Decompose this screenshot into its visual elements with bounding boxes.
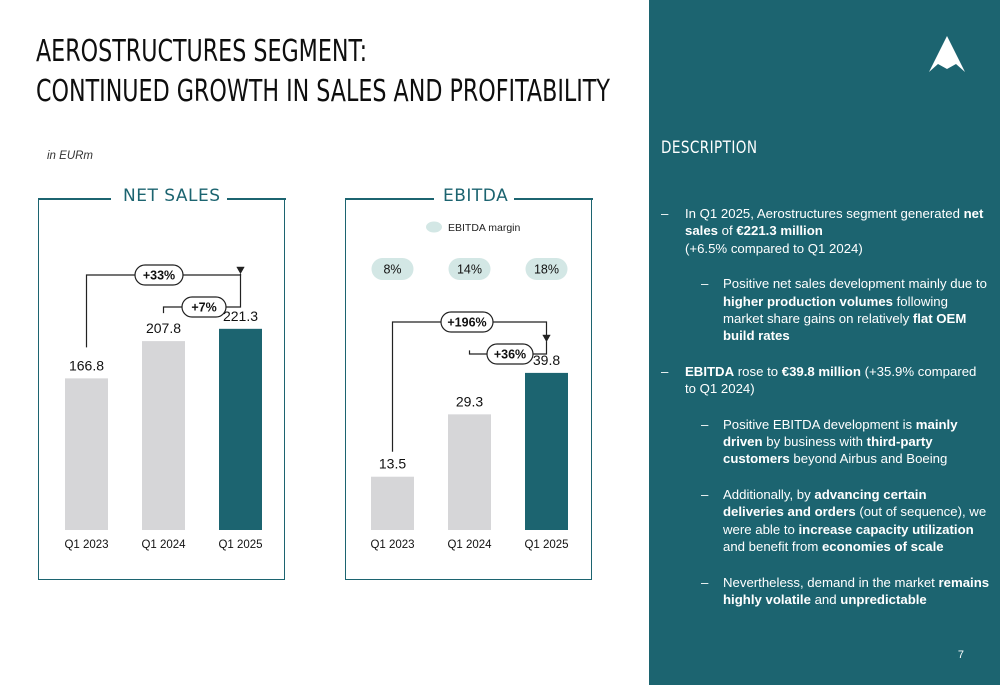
category-label-2: Q1 2025 bbox=[218, 539, 262, 551]
value-label-0: 13.5 bbox=[379, 456, 406, 472]
value-label-2: 39.8 bbox=[533, 352, 560, 368]
net-sales-plot: 166.8 Q1 2023 207.8 Q1 2024 221.3 Q1 2025 +33%… bbox=[64, 264, 263, 551]
bullet-deliveries: – Additionally, by advancing certain deli… bbox=[701, 486, 987, 555]
growth-pill-0 bbox=[440, 311, 494, 333]
growth-pill-0 bbox=[134, 264, 184, 286]
arrow-logo-icon bbox=[929, 36, 965, 72]
title-line-2: CONTINUED GROWTH IN SALES AND PROFITABIL… bbox=[36, 74, 610, 109]
growth-arrowhead-1 bbox=[236, 266, 245, 274]
ebitda-heading: EBITDA bbox=[437, 186, 515, 206]
value-label-0: 166.8 bbox=[69, 357, 104, 373]
margin-pill-0 bbox=[371, 258, 414, 280]
ebitda-chart: 13.5 Q1 2023 29.3 Q1 2024 39.8 Q1 2025 +196% +3… bbox=[345, 198, 593, 580]
growth-arrowhead-1 bbox=[542, 334, 551, 342]
category-label-2: Q1 2025 bbox=[524, 539, 568, 551]
bullet-ebitda-driver: – Positive EBITDA development is mainly d… bbox=[701, 416, 958, 467]
net-sales-frame-right bbox=[207, 198, 286, 200]
description-heading: DESCRIPTION bbox=[661, 138, 758, 158]
bullet-demand: – Nevertheless, demand in the market rema… bbox=[701, 574, 990, 607]
bullet-net-sales-driver: – Positive net sales development mainly d… bbox=[701, 276, 987, 344]
page-title: AEROSTRUCTURES SEGMENT: CONTINUED GROWTH… bbox=[36, 32, 610, 112]
bar-1 bbox=[142, 341, 185, 530]
margin-pill-2 bbox=[525, 258, 568, 280]
bar-0 bbox=[371, 476, 414, 530]
margin-label-0: 8% bbox=[383, 263, 401, 277]
value-label-1: 207.8 bbox=[146, 320, 181, 336]
legend-swatch bbox=[426, 221, 442, 233]
margin-label-1: 14% bbox=[457, 263, 482, 277]
margin-pill-1 bbox=[448, 258, 491, 280]
margin-label-2: 18% bbox=[534, 263, 559, 277]
bar-1 bbox=[448, 414, 491, 530]
growth-label-0: +196% bbox=[447, 316, 486, 330]
net-sales-heading: NET SALES bbox=[117, 186, 227, 206]
ebitda-frame-left bbox=[346, 198, 434, 200]
bullet-ebitda: – EBITDA rose to €39.8 million (+35.9% co… bbox=[661, 363, 977, 397]
net-sales-chart: 166.8 Q1 2023 207.8 Q1 2024 221.3 Q1 2025 +33%… bbox=[38, 198, 286, 580]
title-line-1: AEROSTRUCTURES SEGMENT: bbox=[36, 34, 368, 69]
value-label-1: 29.3 bbox=[456, 393, 483, 409]
growth-pill-1 bbox=[486, 343, 534, 365]
bar-2 bbox=[525, 372, 568, 530]
unit-label: in EURm bbox=[47, 150, 94, 162]
net-sales-frame-left bbox=[39, 198, 111, 200]
growth-pill-1 bbox=[181, 296, 227, 318]
growth-label-1: +36% bbox=[494, 348, 526, 362]
growth-label-1: +7% bbox=[191, 301, 216, 315]
category-label-1: Q1 2024 bbox=[141, 539, 186, 551]
bar-2 bbox=[219, 328, 262, 530]
page-number: 7 bbox=[957, 649, 964, 661]
legend-label: EBITDA margin bbox=[448, 222, 521, 234]
ebitda-frame-right bbox=[502, 198, 593, 200]
growth-label-0: +33% bbox=[143, 269, 175, 283]
bar-0 bbox=[65, 378, 108, 530]
category-label-1: Q1 2024 bbox=[447, 539, 492, 551]
description-bullets: – In Q1 2025, Aerostructures segment gene… bbox=[661, 205, 991, 626]
description-panel: DESCRIPTION – In Q1 2025, Aerostructures … bbox=[649, 0, 1000, 685]
category-label-0: Q1 2023 bbox=[64, 539, 108, 551]
ebitda-plot: 13.5 Q1 2023 29.3 Q1 2024 39.8 Q1 2025 +196% +3… bbox=[370, 221, 569, 551]
value-label-2: 221.3 bbox=[223, 308, 258, 324]
bullet-net-sales: – In Q1 2025, Aerostructures segment gene… bbox=[661, 206, 984, 256]
category-label-0: Q1 2023 bbox=[370, 539, 414, 551]
